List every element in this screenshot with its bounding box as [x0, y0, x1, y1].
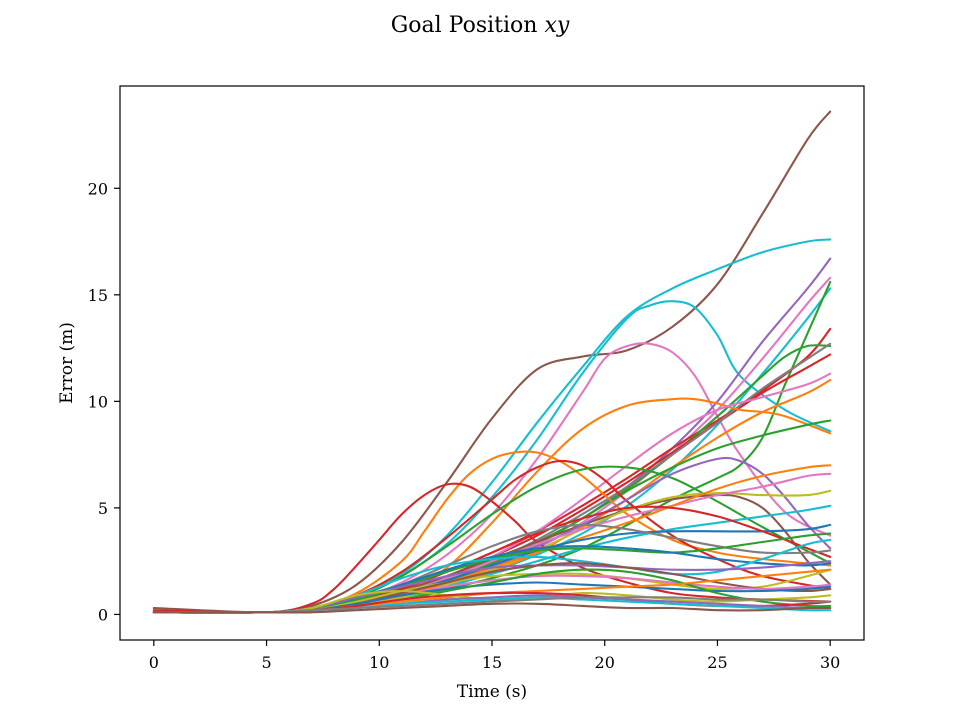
series-line-18	[152, 482, 832, 614]
y-axis: 0 5 10 15 20	[88, 179, 120, 624]
x-tick-label: 0	[149, 653, 159, 672]
series-line-45	[152, 602, 832, 614]
x-tick-label: 20	[595, 653, 615, 672]
y-tick-label: 5	[98, 499, 108, 518]
x-tick-label: 5	[261, 653, 271, 672]
series-line-1	[152, 110, 832, 614]
y-tick-label: 20	[88, 179, 108, 198]
x-tick-label: 15	[482, 653, 502, 672]
y-tick-label: 10	[88, 392, 108, 411]
series-line-44	[152, 596, 832, 614]
x-axis: 0 5 10 15 20 25 30	[149, 640, 840, 672]
y-axis-label: Error (m)	[57, 322, 77, 404]
series-layer	[152, 110, 832, 614]
x-tick-label: 30	[820, 653, 840, 672]
x-tick-label: 25	[707, 653, 727, 672]
chart-title: Goal Position xy	[391, 13, 570, 38]
chart-title-text: Goal Position	[391, 13, 538, 38]
x-tick-label: 10	[369, 653, 389, 672]
x-axis-label: Time (s)	[457, 682, 527, 702]
y-tick-label: 15	[88, 286, 108, 305]
chart-title-math: xy	[544, 13, 569, 38]
y-tick-label: 0	[98, 605, 108, 624]
